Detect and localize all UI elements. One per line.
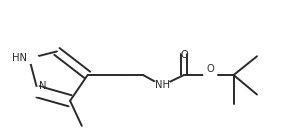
Text: O: O bbox=[180, 50, 188, 60]
Ellipse shape bbox=[20, 54, 39, 63]
Text: O: O bbox=[206, 64, 214, 74]
Text: NH: NH bbox=[154, 80, 170, 90]
Ellipse shape bbox=[31, 87, 45, 96]
Ellipse shape bbox=[204, 71, 217, 79]
Ellipse shape bbox=[153, 80, 171, 91]
Text: HN: HN bbox=[12, 53, 27, 63]
Ellipse shape bbox=[178, 45, 190, 53]
Text: N: N bbox=[39, 81, 47, 91]
